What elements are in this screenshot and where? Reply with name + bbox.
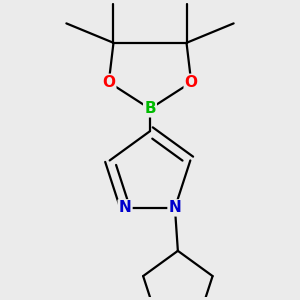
Text: O: O — [102, 75, 115, 90]
Text: B: B — [144, 101, 156, 116]
Text: O: O — [185, 75, 198, 90]
Text: N: N — [119, 200, 131, 215]
Text: N: N — [169, 200, 181, 215]
